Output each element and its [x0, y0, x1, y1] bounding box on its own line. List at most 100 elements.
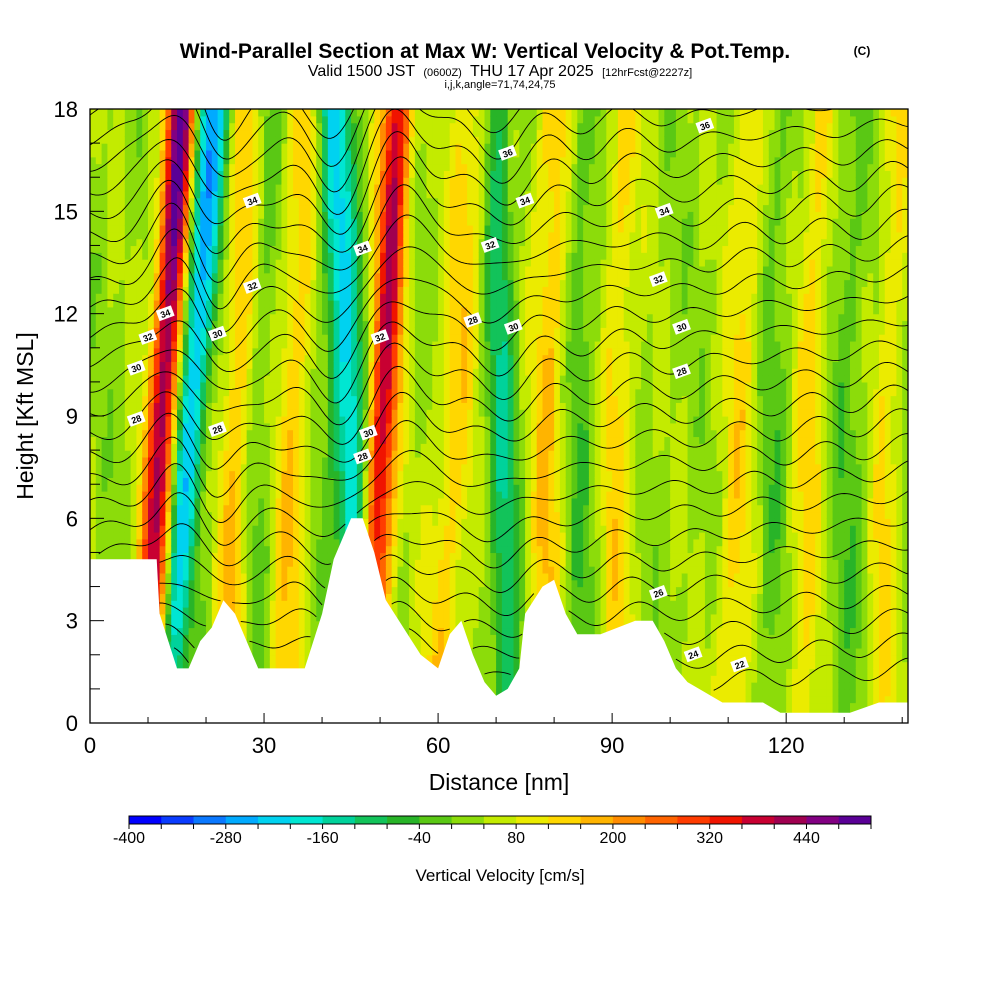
velocity-cell: [223, 265, 230, 274]
velocity-cell: [362, 491, 370, 499]
velocity-cell: [287, 395, 294, 403]
velocity-cell: [356, 375, 364, 383]
velocity-cell: [119, 218, 126, 226]
velocity-cell: [287, 368, 294, 376]
velocity-cell: [200, 484, 207, 492]
velocity-cell: [130, 265, 138, 274]
velocity-cell: [119, 354, 126, 363]
velocity-cell: [194, 484, 201, 492]
velocity-cell: [159, 381, 167, 390]
velocity-cell: [107, 375, 114, 383]
velocity-cell: [281, 531, 288, 540]
velocity-cell: [95, 184, 103, 192]
velocity-cell: [397, 525, 404, 533]
velocity-cell: [148, 402, 155, 410]
velocity-cell: [397, 586, 404, 594]
velocity-cell: [351, 456, 358, 465]
velocity-cell: [345, 381, 352, 390]
velocity-cell: [188, 634, 196, 642]
velocity-cell: [281, 361, 288, 369]
velocity-cell: [177, 245, 184, 253]
velocity-cell: [322, 497, 329, 506]
velocity-cell: [246, 259, 254, 267]
velocity-cell: [345, 497, 352, 506]
velocity-cell: [298, 504, 306, 513]
velocity-cell: [269, 313, 277, 322]
velocity-cell: [327, 525, 335, 533]
velocity-cell: [252, 409, 259, 417]
velocity-cell: [142, 327, 149, 335]
velocity-cell: [119, 306, 126, 315]
velocity-cell: [177, 620, 184, 629]
velocity-cell: [182, 279, 190, 287]
velocity-cell: [304, 272, 312, 281]
velocity-cell: [287, 545, 294, 554]
velocity-cell: [269, 552, 277, 560]
velocity-cell: [391, 204, 399, 212]
velocity-cell: [293, 586, 300, 594]
velocity-cell: [142, 286, 149, 294]
velocity-cell: [403, 204, 410, 212]
velocity-cell: [374, 320, 381, 328]
velocity-cell: [339, 375, 346, 383]
velocity-cell: [188, 388, 196, 397]
velocity-cell: [252, 607, 259, 615]
velocity-cell: [246, 559, 254, 567]
velocity-cell: [130, 204, 138, 212]
velocity-cell: [385, 361, 393, 369]
velocity-cell: [322, 586, 329, 594]
velocity-cell: [403, 231, 410, 240]
velocity-cell: [252, 613, 259, 622]
velocity-cell: [159, 300, 167, 308]
velocity-cell: [287, 313, 294, 322]
velocity-cell: [182, 109, 190, 117]
velocity-cell: [159, 354, 167, 363]
velocity-cell: [217, 354, 225, 363]
velocity-cell: [269, 272, 277, 281]
velocity-cell: [240, 559, 248, 567]
velocity-cell: [380, 293, 387, 301]
velocity-cell: [380, 497, 387, 506]
velocity-cell: [188, 579, 196, 588]
velocity-cell: [275, 231, 283, 240]
velocity-cell: [200, 388, 207, 397]
velocity-cell: [391, 607, 399, 615]
velocity-cell: [177, 224, 184, 233]
velocity-cell: [206, 334, 213, 342]
velocity-cell: [206, 607, 213, 615]
velocity-cell: [95, 443, 103, 451]
velocity-cell: [333, 518, 341, 526]
velocity-cell: [165, 402, 172, 410]
velocity-cell: [119, 320, 126, 328]
velocity-cell: [264, 661, 271, 670]
velocity-cell: [362, 293, 370, 301]
velocity-cell: [304, 122, 312, 131]
velocity-cell: [397, 156, 404, 165]
velocity-cell: [246, 511, 254, 519]
velocity-cell: [380, 190, 387, 199]
velocity-cell: [246, 607, 254, 615]
velocity-cell: [287, 531, 294, 540]
velocity-cell: [293, 149, 300, 158]
velocity-cell: [339, 129, 346, 137]
velocity-cell: [351, 170, 358, 178]
velocity-cell: [345, 375, 352, 383]
velocity-cell: [264, 504, 271, 513]
velocity-cell: [246, 300, 254, 308]
velocity-cell: [217, 484, 225, 492]
velocity-cell: [339, 109, 346, 117]
velocity-cell: [310, 552, 317, 560]
velocity-cell: [90, 470, 97, 478]
velocity-cell: [322, 293, 329, 301]
velocity-cell: [113, 252, 120, 260]
velocity-cell: [188, 504, 196, 513]
velocity-cell: [403, 443, 410, 451]
velocity-cell: [275, 470, 283, 478]
velocity-cell: [264, 340, 271, 349]
velocity-cell: [293, 647, 300, 656]
velocity-cell: [211, 395, 219, 403]
velocity-cell: [345, 279, 352, 287]
velocity-cell: [211, 586, 219, 594]
velocity-cell: [206, 265, 213, 274]
velocity-cell: [182, 545, 190, 554]
